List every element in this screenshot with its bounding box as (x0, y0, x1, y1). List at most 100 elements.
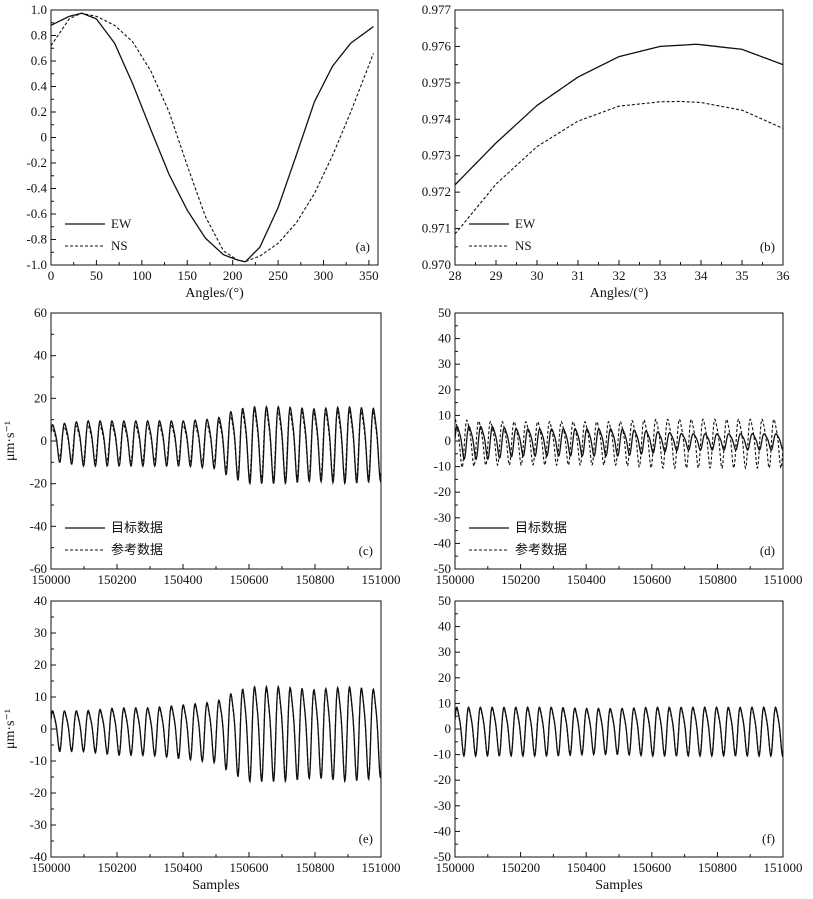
y-tick-label: 40 (438, 619, 451, 634)
chart-panel-b: 28 29 30 31 32 33 34 35 36 0.970 0.971 0.972 0.973 0.… (422, 2, 790, 301)
x-tick-label: 34 (695, 268, 709, 283)
y-tick-label: 0.6 (31, 53, 48, 68)
chart-panel-f: 150000 150200 150400 150600 150800 151000 -50 -… (434, 593, 803, 893)
series-line-solid (51, 684, 381, 784)
y-tick-label: -30 (434, 798, 451, 813)
series-line-dashed (455, 707, 783, 757)
x-tick-label: 151000 (764, 572, 803, 587)
x-axis-title: Angles/(°) (185, 286, 244, 301)
y-tick-label: 10 (438, 407, 451, 422)
legend-label: 参考数据 (515, 542, 567, 557)
series-line-dashed (51, 686, 381, 782)
legend-label: EW (111, 216, 132, 231)
y-tick-label: 30 (438, 644, 451, 659)
x-tick-label: 151000 (362, 572, 401, 587)
y-tick-label: -0.8 (26, 232, 47, 247)
y-tick-label: -20 (30, 785, 47, 800)
y-tick-label: 30 (34, 625, 47, 640)
panel-label: (d) (760, 543, 775, 558)
panel-label: (f) (762, 831, 775, 846)
y-tick-label: 0.4 (31, 79, 48, 94)
series-line-solid (455, 425, 783, 461)
x-tick-label: 150600 (230, 572, 269, 587)
y-tick-label: -20 (30, 476, 47, 491)
x-tick-label: 151000 (362, 860, 401, 875)
x-tick-label: 150000 (32, 860, 71, 875)
y-tick-label: 40 (438, 331, 451, 346)
panel-label: (b) (760, 239, 775, 254)
x-tick-label: 30 (531, 268, 544, 283)
x-tick-label: 150600 (632, 860, 671, 875)
x-tick-label: 100 (132, 268, 152, 283)
y-tick-label: -1.0 (26, 257, 47, 272)
y-axis-title: μm·s⁻¹ (3, 709, 18, 749)
y-tick-label: 20 (34, 390, 47, 405)
y-tick-label: -50 (434, 849, 451, 864)
x-tick-label: 150200 (501, 572, 540, 587)
y-tick-label: 0.977 (422, 2, 452, 17)
x-tick-label: 150000 (32, 572, 71, 587)
x-tick-label: 200 (223, 268, 243, 283)
x-tick-label: 150800 (698, 572, 737, 587)
x-tick-label: 150 (178, 268, 198, 283)
series-line-solid (455, 43, 783, 186)
y-tick-label: 0 (445, 721, 452, 736)
x-tick-label: 150400 (164, 860, 203, 875)
y-tick-label: -10 (434, 747, 451, 762)
y-tick-label: -40 (30, 518, 47, 533)
y-tick-label: 1.0 (31, 2, 47, 17)
y-tick-label: 0.974 (422, 111, 452, 126)
x-tick-label: 32 (613, 268, 626, 283)
y-tick-label: -0.2 (26, 155, 47, 170)
y-tick-label: 0.973 (422, 148, 451, 163)
x-tick-label: 150600 (230, 860, 269, 875)
y-tick-label: -20 (434, 484, 451, 499)
y-tick-label: -40 (434, 823, 451, 838)
x-tick-label: 350 (359, 268, 379, 283)
series-line-dashed (51, 409, 381, 481)
x-tick-label: 28 (449, 268, 462, 283)
x-tick-label: 150800 (296, 860, 335, 875)
y-tick-label: -30 (30, 817, 47, 832)
panel-label: (e) (359, 831, 373, 846)
y-tick-label: 0.970 (422, 257, 451, 272)
x-axis-title: Samples (192, 878, 239, 893)
y-tick-label: 10 (34, 689, 47, 704)
y-tick-label: 0 (41, 130, 48, 145)
legend-label: EW (515, 216, 536, 231)
y-tick-label: 40 (34, 348, 47, 363)
y-tick-label: 0.971 (422, 221, 451, 236)
y-tick-label: 0.2 (31, 104, 47, 119)
y-tick-label: 20 (438, 670, 451, 685)
y-tick-label: 0 (41, 433, 48, 448)
chart-panel-d: 150000 150200 150400 150600 150800 151000 -50 -… (434, 305, 803, 587)
x-tick-label: 150600 (632, 572, 671, 587)
x-tick-label: 150000 (436, 860, 475, 875)
legend-label: 目标数据 (515, 520, 567, 535)
y-tick-label: -50 (434, 561, 451, 576)
y-tick-label: -40 (434, 535, 451, 550)
y-tick-label: -0.4 (26, 181, 47, 196)
y-tick-label: 50 (438, 305, 451, 320)
panel-label: (c) (359, 543, 373, 558)
y-tick-label: 10 (438, 695, 451, 710)
y-tick-label: 0.972 (422, 184, 451, 199)
y-axis-title: μm·s⁻¹ (3, 421, 18, 461)
y-tick-label: -0.6 (26, 206, 47, 221)
x-tick-label: 250 (268, 268, 288, 283)
x-tick-label: 0 (48, 268, 55, 283)
x-tick-label: 33 (654, 268, 667, 283)
x-tick-label: 150200 (98, 572, 137, 587)
y-tick-label: -30 (434, 510, 451, 525)
x-tick-label: 150200 (501, 860, 540, 875)
y-tick-label: 0 (445, 433, 452, 448)
series-line-dashed (455, 418, 783, 470)
y-tick-label: -20 (434, 772, 451, 787)
x-tick-label: 31 (572, 268, 585, 283)
x-tick-label: 300 (314, 268, 334, 283)
y-tick-label: -10 (434, 459, 451, 474)
y-tick-label: 50 (438, 593, 451, 608)
x-tick-label: 151000 (764, 860, 803, 875)
y-tick-label: 20 (34, 657, 47, 672)
chart-panel-e: 150000 150200 150400 150600 150800 151000 -40 -… (3, 593, 401, 893)
